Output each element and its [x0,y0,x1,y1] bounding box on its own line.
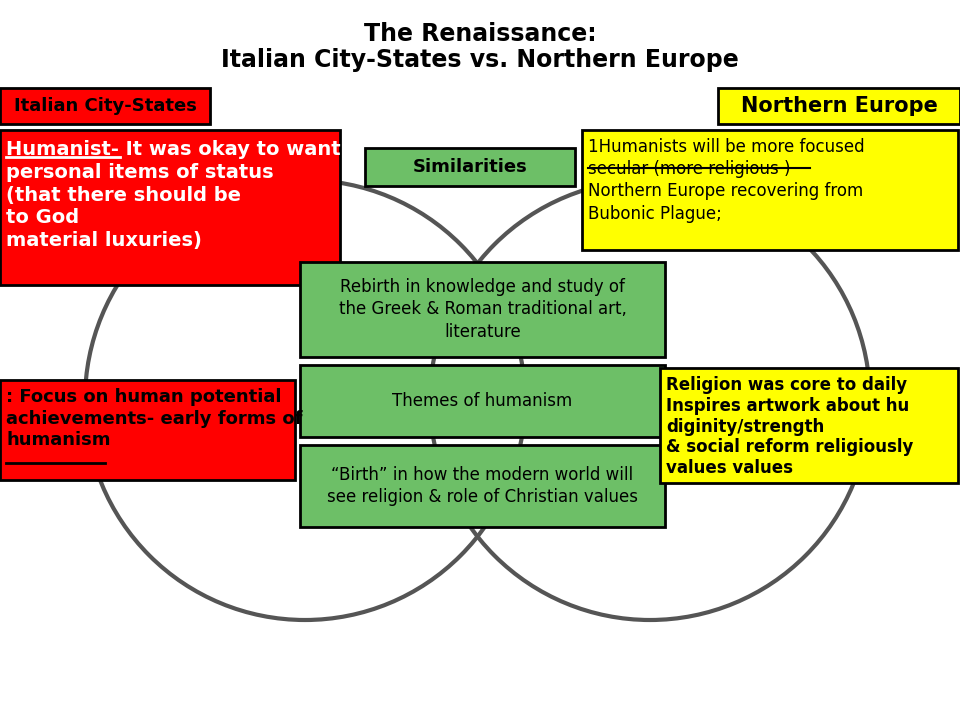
FancyBboxPatch shape [582,130,958,250]
FancyBboxPatch shape [300,445,665,527]
FancyBboxPatch shape [0,380,295,480]
Text: Rebirth in knowledge and study of
the Greek & Roman traditional art,
literature: Rebirth in knowledge and study of the Gr… [339,279,627,341]
Text: Similarities: Similarities [413,158,527,176]
FancyBboxPatch shape [0,130,340,285]
Text: Italian City-States vs. Northern Europe: Italian City-States vs. Northern Europe [221,48,739,72]
Text: Humanist- It was okay to want
personal items of status
(that there should be
to : Humanist- It was okay to want personal i… [6,140,341,250]
FancyBboxPatch shape [718,88,960,124]
Text: Themes of humanism: Themes of humanism [393,392,572,410]
Text: The Renaissance:: The Renaissance: [364,22,596,46]
FancyBboxPatch shape [365,148,575,186]
Text: Religion was core to daily
Inspires artwork about hu
diginity/strength
& social : Religion was core to daily Inspires artw… [666,376,913,477]
Text: Italian City-States: Italian City-States [13,97,197,115]
FancyBboxPatch shape [0,88,210,124]
FancyBboxPatch shape [300,262,665,357]
Text: 1Humanists will be more focused
secular (more religious )
Northern Europe recove: 1Humanists will be more focused secular … [588,138,865,222]
Text: : Focus on human potential
achievements- early forms of
humanism: : Focus on human potential achievements-… [6,388,302,449]
Text: “Birth” in how the modern world will
see religion & role of Christian values: “Birth” in how the modern world will see… [327,466,638,506]
Text: Northern Europe: Northern Europe [740,96,937,116]
FancyBboxPatch shape [300,365,665,437]
FancyBboxPatch shape [660,368,958,483]
